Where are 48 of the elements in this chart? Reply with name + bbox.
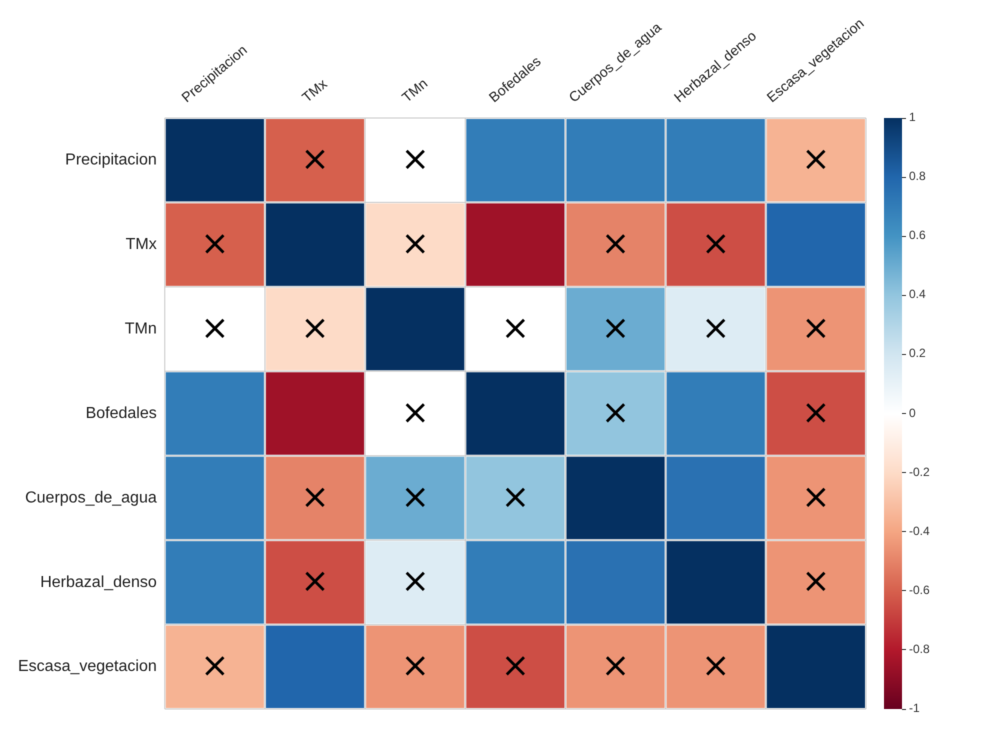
data-label: × [400, 223, 430, 264]
data-label: × [300, 476, 330, 517]
data-label: × [802, 139, 830, 180]
color-bar-label: 0.8 [909, 169, 926, 184]
x-tick-label: TMx [298, 76, 330, 106]
color-bar-label: 0.2 [909, 346, 926, 360]
data-label: × [400, 561, 430, 602]
data-label: × [501, 646, 530, 686]
data-label: × [501, 476, 530, 517]
data-label: × [300, 308, 330, 348]
color-bar-label: -0.4 [909, 524, 930, 538]
data-label: × [501, 308, 530, 348]
data-label: × [300, 561, 330, 602]
color-bar-label: -0.8 [909, 642, 930, 656]
y-tick-label: Herbazal_denso [40, 574, 157, 591]
color-bar-label: 0.6 [909, 228, 926, 242]
color-bar-label: -0.2 [909, 464, 930, 479]
data-label: × [400, 646, 430, 686]
y-tick-label: Cuerpos_de_agua [25, 489, 157, 506]
data-label: × [802, 308, 830, 348]
data-label: × [701, 308, 730, 348]
y-tick-label: TMx [126, 236, 157, 254]
data-label: × [701, 646, 730, 686]
data-label: × [601, 392, 630, 432]
color-bar-label: 1 [909, 110, 916, 124]
data-label: × [601, 646, 630, 686]
data-label: × [200, 223, 230, 264]
data-label: × [400, 392, 430, 432]
data-label: × [601, 308, 630, 348]
color-bar-label: -0.6 [909, 582, 930, 597]
data-label: × [300, 139, 330, 180]
color-bar-label: -1 [909, 701, 920, 715]
color-bar-label: 0 [909, 406, 916, 420]
y-tick-label: Precipitacion [65, 152, 157, 169]
y-tick-label: Escasa_vegetacion [18, 658, 157, 676]
data-label: × [802, 392, 830, 432]
data-label: × [701, 223, 730, 264]
data-label: × [802, 561, 830, 602]
data-label: × [200, 308, 230, 348]
data-label: × [200, 646, 230, 686]
y-tick-label: Bofedales [86, 404, 157, 422]
x-tick-label: TMn [398, 75, 430, 106]
y-tick-label: TMn [124, 320, 157, 338]
color-bar-label: 0.4 [909, 287, 926, 302]
data-label: × [400, 139, 430, 180]
data-label: × [802, 476, 830, 517]
data-label: × [601, 223, 630, 264]
data-label: × [400, 476, 430, 517]
